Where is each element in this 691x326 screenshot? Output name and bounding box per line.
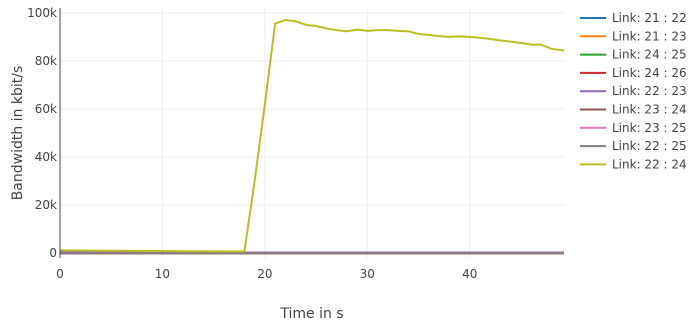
legend-label: Link: 21 : 22	[612, 11, 687, 25]
x-axis-title: Time in s	[279, 306, 343, 322]
series-line-9	[59, 19, 565, 253]
legend-label: Link: 24 : 26	[612, 66, 687, 80]
legend-label: Link: 23 : 24	[612, 103, 687, 117]
y-tick-label: 20k	[35, 198, 57, 212]
y-tick-label: 0	[49, 246, 57, 260]
legend-label: Link: 22 : 23	[612, 84, 687, 98]
legend-label: Link: 22 : 25	[612, 139, 687, 153]
legend-label: Link: 24 : 25	[612, 48, 687, 62]
legend-item[interactable]: Link: 21 : 23	[580, 29, 687, 43]
y-axis-title: Bandwidth in kbit/s	[10, 66, 26, 201]
x-tick-label: 40	[462, 267, 477, 281]
legend-item[interactable]: Link: 22 : 23	[580, 84, 687, 98]
y-tick-label: 40k	[35, 150, 57, 164]
x-tick-label: 10	[155, 267, 170, 281]
legend-item[interactable]: Link: 22 : 25	[580, 139, 687, 153]
x-tick-label: 20	[257, 267, 272, 281]
series-layer	[59, 19, 565, 255]
legend-item[interactable]: Link: 21 : 22	[580, 11, 687, 25]
legend[interactable]: Link: 21 : 22 Link: 21 : 23 Link: 24 : 25 L…	[580, 11, 687, 171]
axis-layer: 0 20k 40k 60k 80k 100k 0 10 20 30 40	[27, 6, 477, 281]
legend-item[interactable]: Link: 23 : 25	[580, 121, 687, 135]
y-tick-label: 100k	[27, 6, 57, 20]
grid-layer	[60, 8, 564, 258]
legend-item[interactable]: Link: 22 : 24	[580, 157, 687, 171]
x-tick-label: 30	[360, 267, 375, 281]
legend-label: Link: 21 : 23	[612, 29, 687, 43]
legend-label: Link: 22 : 24	[612, 157, 687, 171]
legend-label: Link: 23 : 25	[612, 121, 687, 135]
legend-item[interactable]: Link: 23 : 24	[580, 103, 687, 117]
legend-item[interactable]: Link: 24 : 25	[580, 48, 687, 62]
y-tick-label: 60k	[35, 102, 57, 116]
y-tick-label: 80k	[35, 54, 57, 68]
x-tick-label: 0	[56, 267, 64, 281]
legend-item[interactable]: Link: 24 : 26	[580, 66, 687, 80]
